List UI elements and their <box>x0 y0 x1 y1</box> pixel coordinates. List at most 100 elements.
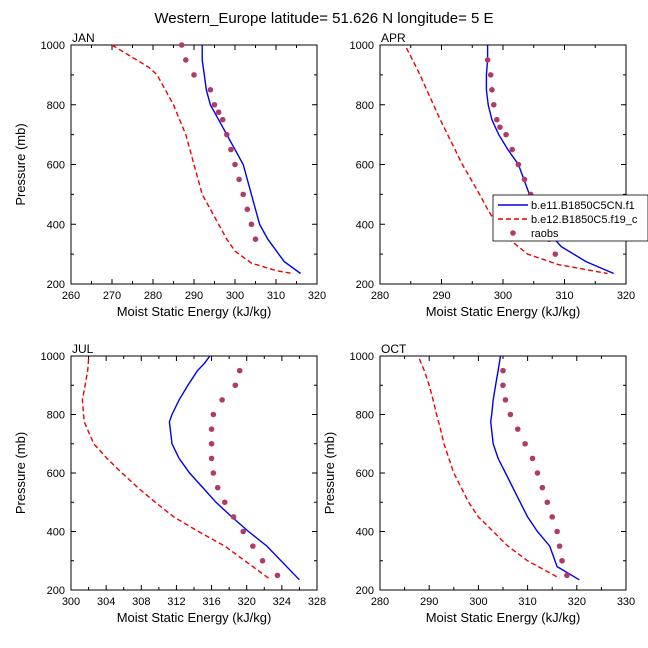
legend-entry-text: b.e11.B1850C5CN.f1 <box>531 200 635 212</box>
panel-label: APR <box>381 31 406 45</box>
raobs-point <box>250 543 256 549</box>
y-tick-label: 800 <box>356 410 374 422</box>
y-tick-label: 1000 <box>350 40 374 52</box>
raobs-point <box>232 382 239 389</box>
series-raobs <box>178 42 259 242</box>
x-tick-label: 260 <box>62 290 80 302</box>
raobs-point <box>274 572 281 579</box>
raobs-point <box>219 116 226 123</box>
raobs-point <box>214 484 221 491</box>
raobs-point <box>221 499 228 506</box>
x-tick-label: 300 <box>494 290 512 302</box>
raobs-point <box>500 367 506 374</box>
raobs-point <box>564 572 570 579</box>
raobs-point <box>240 191 246 198</box>
panel-jan: JAN 260 270 280 290 300 310 320 200 400 600 800 1000… <box>13 31 326 319</box>
series-model-e11-line <box>485 45 614 275</box>
y-tick-label: 1000 <box>41 351 65 363</box>
raobs-point <box>183 57 189 63</box>
raobs-point <box>539 484 546 491</box>
raobs-point <box>208 440 215 447</box>
plot-frame <box>379 44 627 285</box>
x-tick-label: 330 <box>617 596 635 608</box>
y-tick-label: 200 <box>47 585 65 597</box>
y-tick-label: 600 <box>47 468 65 480</box>
raobs-point <box>500 382 506 389</box>
x-tick-label: 310 <box>518 596 536 608</box>
series-model-e11-line <box>168 355 300 581</box>
raobs-point <box>515 161 522 168</box>
series-model-e11-line <box>489 355 580 581</box>
x-axis-label: Moist Static Energy (kJ/kg) <box>117 610 272 625</box>
x-tick-label: 280 <box>371 290 389 302</box>
x-tick-label: 300 <box>226 290 244 302</box>
y-axis-label: Pressure (mb) <box>322 432 337 514</box>
y-tick-label: 400 <box>356 527 374 539</box>
panel-apr: APR 280 290 300 310 320 200 400 600 800 1000 Moist … <box>350 31 636 319</box>
x-axis-label: Moist Static Energy (kJ/kg) <box>426 610 581 625</box>
raobs-point <box>191 72 197 78</box>
series-model-e12-line <box>405 47 608 275</box>
raobs-point <box>552 251 559 257</box>
x-tick-label: 270 <box>103 290 121 302</box>
x-tick-label: 280 <box>371 596 389 608</box>
raobs-point <box>236 367 243 374</box>
y-tick-label: 600 <box>47 160 65 172</box>
y-tick-label: 200 <box>356 279 374 291</box>
raobs-point <box>556 543 563 549</box>
panel-jul: JUL 300 304 308 312 316 320 324 328 200 400 600 800 1… <box>13 342 326 625</box>
raobs-point <box>529 455 536 462</box>
panel-label: JUL <box>72 342 94 356</box>
y-tick-label: 600 <box>356 160 374 172</box>
x-tick-label: 304 <box>97 596 115 608</box>
y-tick-label: 400 <box>47 527 65 539</box>
raobs-point <box>497 124 503 130</box>
plot-frame <box>70 355 318 591</box>
x-tick-label: 300 <box>469 596 487 608</box>
raobs-point <box>207 87 214 93</box>
y-tick-label: 1000 <box>41 40 65 52</box>
raobs-point <box>236 176 242 183</box>
plot-frame <box>379 355 627 591</box>
y-tick-label: 200 <box>356 585 374 597</box>
series-model-e12-line <box>418 358 560 579</box>
x-tick-label: 300 <box>62 596 80 608</box>
raobs-point <box>252 236 259 242</box>
raobs-point <box>554 528 560 535</box>
x-tick-label: 316 <box>202 596 220 608</box>
x-tick-label: 320 <box>568 596 586 608</box>
raobs-point <box>210 470 217 476</box>
panel-label: OCT <box>381 342 407 356</box>
x-tick-label: 290 <box>420 596 438 608</box>
panel-oct: OCT 280 290 300 310 320 330 200 400 600 800 1000 Moi… <box>322 342 635 625</box>
raobs-point <box>211 101 218 108</box>
raobs-point <box>215 109 222 116</box>
y-axis-label: Pressure (mb) <box>13 123 28 205</box>
raobs-point <box>514 426 521 432</box>
panel-label: JAN <box>72 31 95 45</box>
raobs-point <box>549 514 555 520</box>
y-tick-label: 1000 <box>350 351 374 363</box>
raobs-point <box>208 426 215 432</box>
raobs-point <box>507 411 514 418</box>
raobs-point <box>232 161 238 168</box>
raobs-point <box>224 131 230 138</box>
y-axis-label: Pressure (mb) <box>13 432 28 514</box>
x-tick-label: 320 <box>308 290 326 302</box>
y-tick-label: 800 <box>356 100 374 112</box>
series-model-e12-line <box>81 358 270 579</box>
raobs-point <box>489 87 495 93</box>
raobs-point <box>208 455 215 462</box>
x-tick-label: 310 <box>267 290 285 302</box>
raobs-point <box>219 397 225 403</box>
raobs-point <box>210 411 217 418</box>
series-model-e12-line <box>111 44 293 275</box>
legend: b.e11.B1850C5CN.f1 b.e12.B1850C5.f19_crao… <box>492 194 648 242</box>
y-tick-label: 600 <box>356 468 374 480</box>
raobs-point <box>544 499 551 506</box>
raobs-point <box>240 528 246 535</box>
x-tick-label: 290 <box>432 290 450 302</box>
raobs-point <box>484 57 491 63</box>
raobs-point <box>494 116 500 123</box>
